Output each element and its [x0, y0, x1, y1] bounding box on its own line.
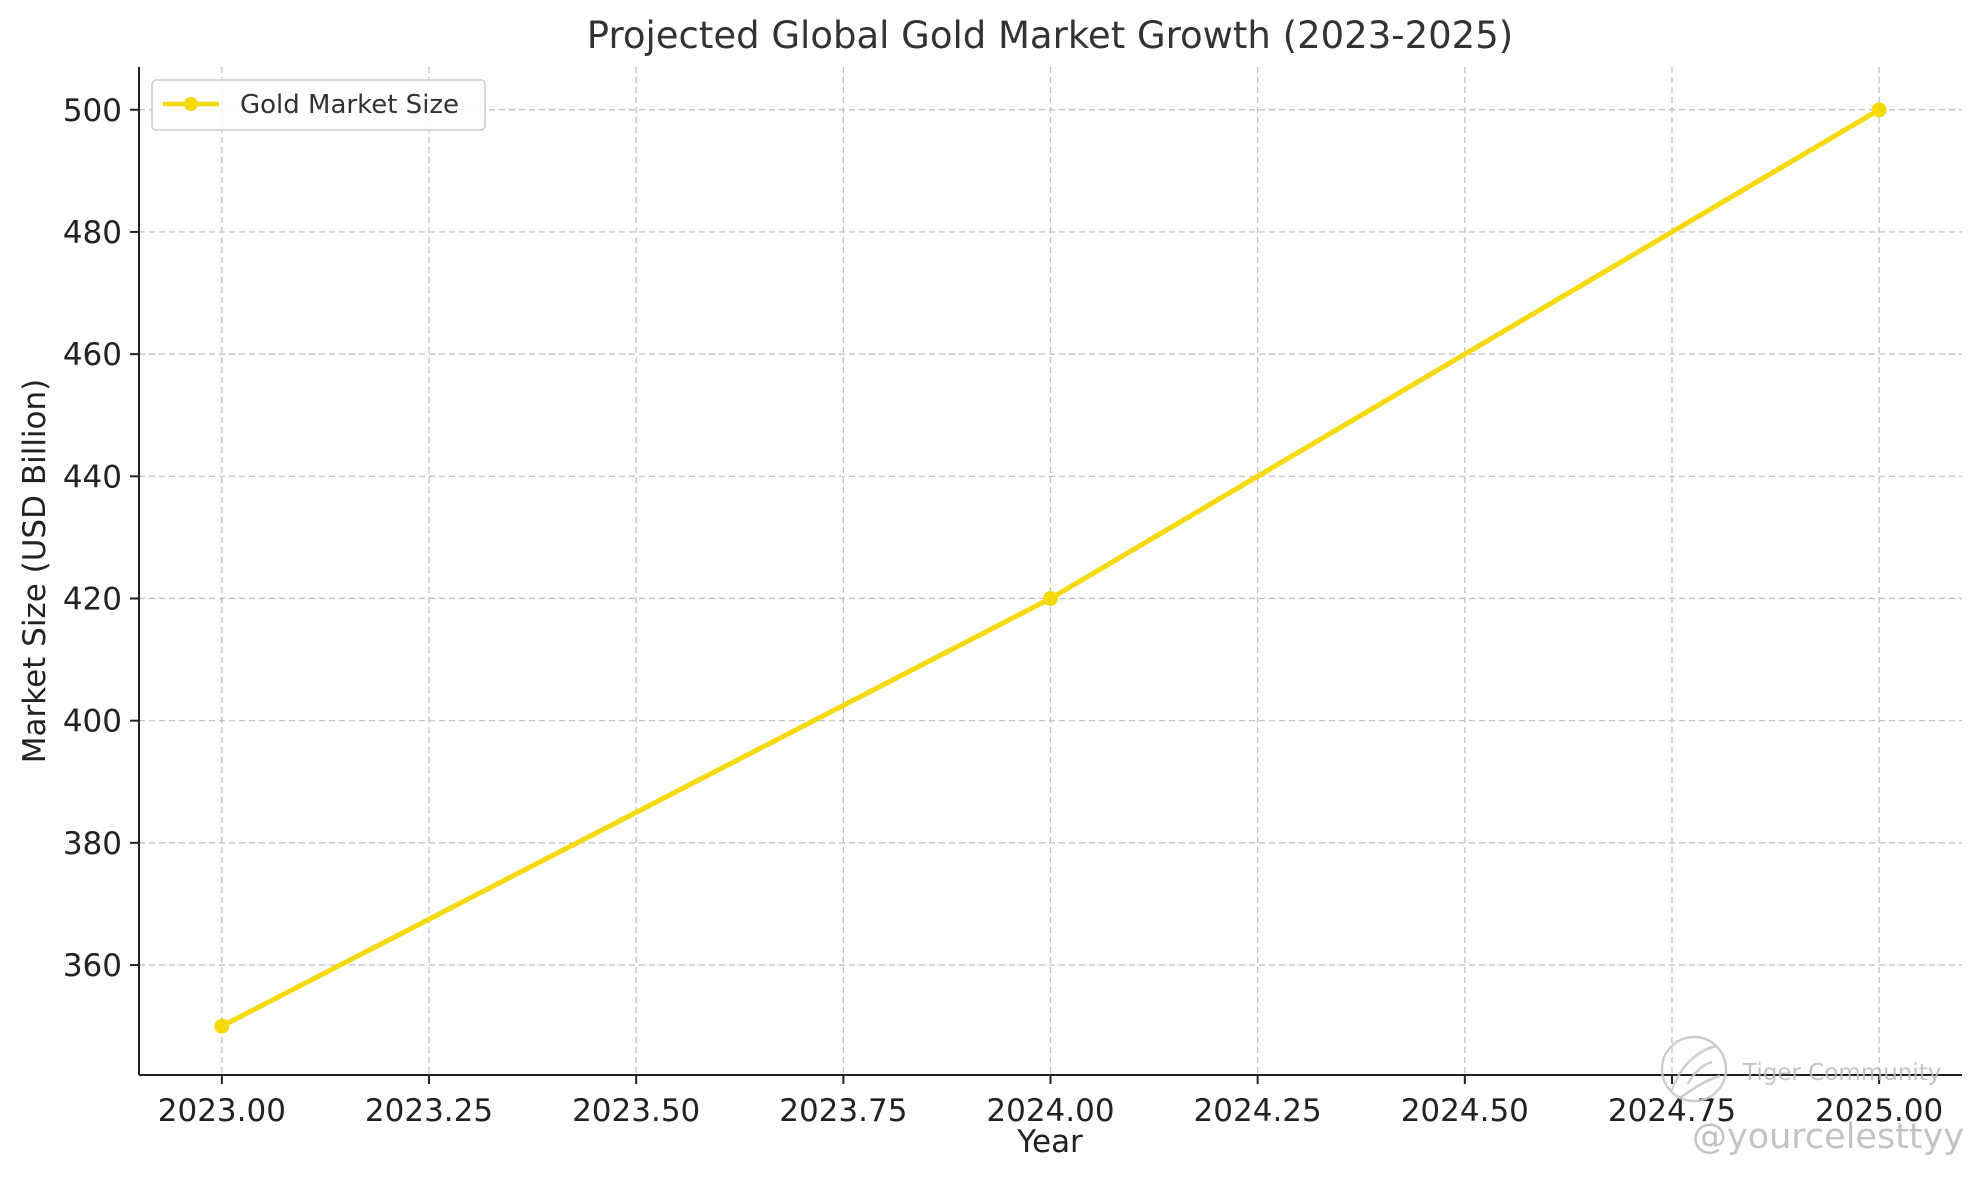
series-layer — [214, 102, 1887, 1034]
x-tick-label: 2023.25 — [365, 1093, 493, 1129]
data-point — [1043, 590, 1058, 606]
data-point — [214, 1018, 230, 1034]
legend-marker — [184, 97, 198, 111]
x-tick-label: 2023.75 — [779, 1093, 907, 1129]
legend: Gold Market Size — [151, 79, 486, 131]
x-tick-label: 2025.00 — [1815, 1093, 1943, 1129]
watermark-handle: @yourcelesttyy — [1692, 1117, 1964, 1157]
x-axis-title: Year — [1016, 1124, 1083, 1160]
y-axis-title: Market Size (USD Billion) — [17, 379, 53, 764]
grid — [139, 67, 1962, 1075]
x-tick-label: 2023.50 — [572, 1093, 700, 1129]
watermark: Tiger Community @yourcelesttyy — [1660, 1035, 1964, 1157]
chart-title: Projected Global Gold Market Growth (202… — [587, 14, 1513, 57]
legend-box — [151, 79, 486, 131]
watermark-brand: Tiger Community — [1742, 1060, 1941, 1086]
data-point — [1871, 102, 1887, 118]
y-tick-label: 380 — [63, 826, 122, 862]
x-tick-label: 2024.50 — [1401, 1093, 1529, 1129]
y-tick-label: 360 — [63, 948, 122, 984]
y-tick-label: 420 — [63, 581, 122, 617]
x-tick-label: 2023.00 — [158, 1093, 286, 1129]
y-tick-label: 500 — [63, 93, 122, 129]
legend-label: Gold Market Size — [240, 90, 459, 120]
y-ticks: 360 380 400 420 440 460 480 500 — [63, 93, 139, 984]
y-tick-label: 400 — [63, 704, 122, 740]
x-tick-label: 2024.00 — [986, 1093, 1114, 1129]
y-tick-label: 440 — [63, 459, 122, 495]
y-tick-label: 480 — [63, 215, 122, 251]
x-tick-label: 2024.75 — [1608, 1093, 1736, 1129]
x-tick-label: 2024.25 — [1194, 1093, 1322, 1129]
y-tick-label: 460 — [63, 337, 122, 373]
tiger-logo-icon — [1660, 1035, 1728, 1103]
x-ticks: 2023.00 2023.25 2023.50 2023.75 2024.00 2024.… — [158, 1075, 1943, 1129]
